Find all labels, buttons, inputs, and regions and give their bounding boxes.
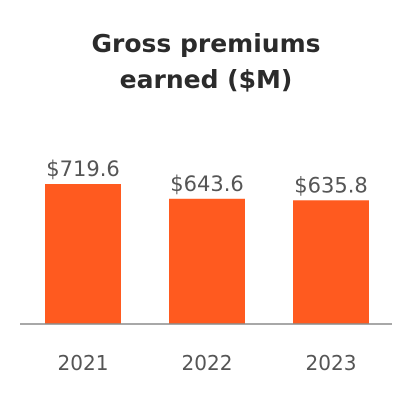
value-label-2023: $635.8 xyxy=(294,173,367,197)
chart-title-line-1: Gross premiums xyxy=(91,29,321,58)
labels-layer: $719.6 2021 $643.6 2022 $635.8 2023 xyxy=(46,157,367,375)
bar-2023 xyxy=(293,200,369,324)
chart-title-line-2: earned ($M) xyxy=(119,65,293,94)
bars-layer xyxy=(45,184,369,324)
category-label-2021: 2021 xyxy=(58,351,109,375)
value-label-2021: $719.6 xyxy=(46,157,119,181)
category-label-2023: 2023 xyxy=(306,351,357,375)
value-label-2022: $643.6 xyxy=(170,172,243,196)
bar-2021 xyxy=(45,184,121,324)
category-label-2022: 2022 xyxy=(182,351,233,375)
chart-title: Gross premiums earned ($M) xyxy=(0,26,412,98)
bar-2022 xyxy=(169,198,245,324)
